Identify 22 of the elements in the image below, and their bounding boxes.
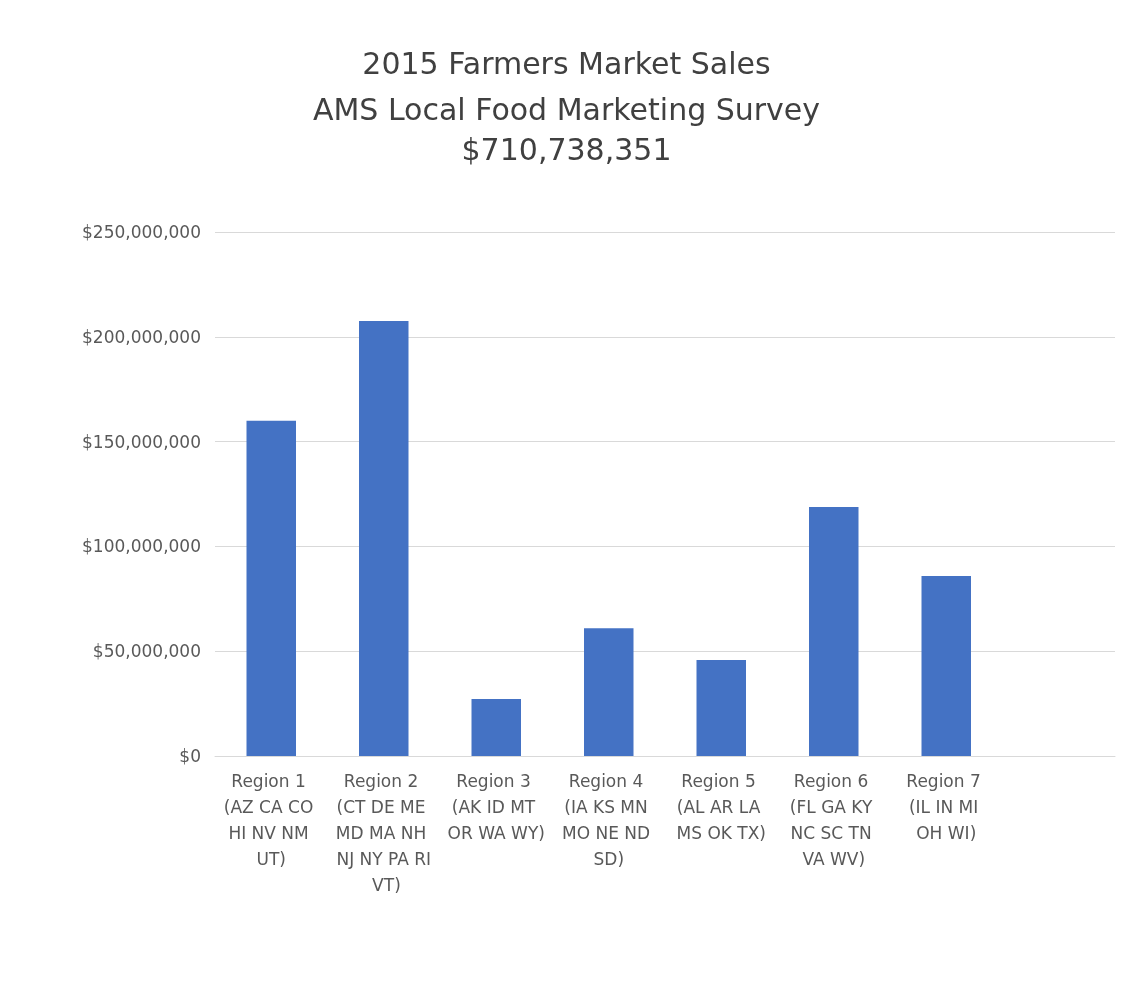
- bar: [809, 507, 859, 756]
- bar: [584, 628, 634, 756]
- chart-subtitle: AMS Local Food Marketing Survey $710,738,351: [312, 91, 821, 167]
- x-tick-label: Region 7 (IL IN MI OH WI): [906, 771, 987, 843]
- x-tick-label: Region 4 (IA KS MN MO NE ND SD): [561, 771, 656, 869]
- bar: [921, 575, 971, 756]
- y-tick-label: $200,000,000: [82, 326, 201, 347]
- y-tick-label: $250,000,000: [82, 222, 201, 242]
- x-tick-label: Region 2 (CT DE ME MD MA NH NJ NY PA RI VT): [335, 771, 432, 895]
- bar: [359, 321, 409, 756]
- x-tick-label: Region 3 (AK ID MT OR WA WY): [447, 771, 545, 843]
- x-tick-label: Region 5 (AL AR LA MS OK TX): [676, 771, 766, 843]
- x-tick-label: Region 1 (AZ CA CO HI NV NM UT): [223, 771, 319, 869]
- x-tick-label: Region 6 (FL GA KY NC SC TN VA WV): [789, 771, 878, 869]
- y-tick-label: $50,000,000: [92, 641, 201, 662]
- y-tick-label: $100,000,000: [82, 536, 201, 557]
- y-tick-label: $0: [179, 746, 201, 766]
- bar: [471, 698, 521, 756]
- y-tick-label: $150,000,000: [82, 431, 201, 452]
- chart-title: 2015 Farmers Market Sales: [362, 45, 771, 81]
- bar: [696, 660, 746, 756]
- bar: [246, 420, 296, 756]
